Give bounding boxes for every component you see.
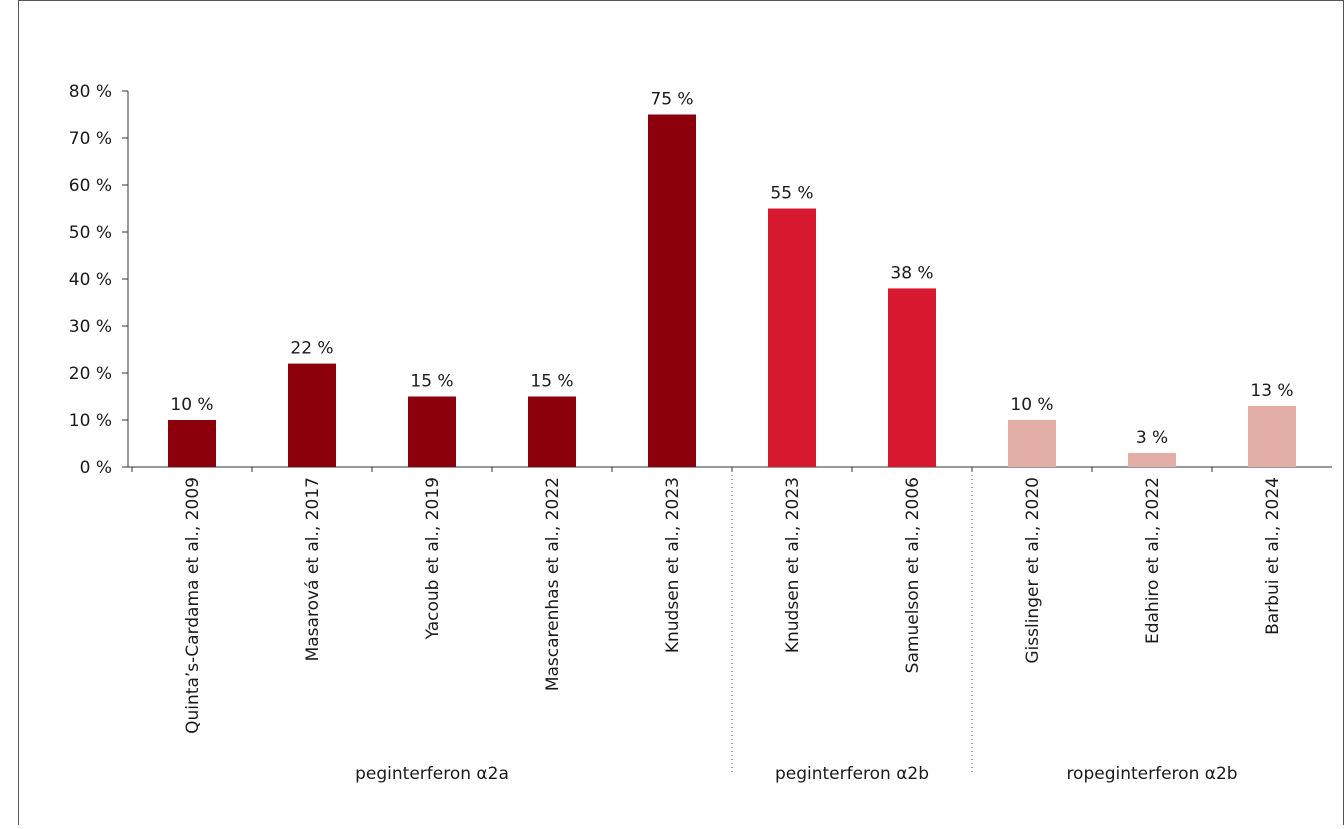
y-tick-label: 20 % [69,364,112,384]
bar [288,363,336,467]
x-tick-label: Edahiro et al., 2022 [1143,477,1163,644]
bar [648,114,696,467]
x-tick-label: Mascarenhas et al., 2022 [543,477,563,691]
y-tick-label: 40 % [69,270,112,290]
bar [528,396,576,467]
x-tick-label: Knudsen et al., 2023 [663,477,683,653]
bar [408,396,456,467]
y-tick-label: 60 % [69,176,112,196]
value-label: 75 % [650,90,693,110]
value-label: 15 % [410,372,453,392]
y-tick-label: 50 % [69,223,112,243]
x-tick-label: Samuelson et al., 2006 [903,477,923,673]
x-tick-label: Masarová et al., 2017 [303,477,323,661]
group-label: peginterferon α2a [355,764,509,784]
y-tick-label: 30 % [69,317,112,337]
bar [888,288,936,467]
value-label: 10 % [1010,395,1053,415]
bar [1248,405,1296,467]
value-label: 15 % [530,372,573,392]
group-label: peginterferon α2b [775,764,929,784]
y-tick-label: 70 % [69,129,112,149]
bar [1128,452,1176,467]
value-label: 55 % [770,184,813,204]
bar [768,208,816,467]
y-tick-label: 0 % [80,458,112,478]
value-label: 3 % [1136,428,1168,448]
x-tick-label: Yacoub et al., 2019 [423,477,443,640]
group-label: ropeginterferon α2b [1066,764,1237,784]
x-tick-label: Barbui et al., 2024 [1263,477,1283,635]
value-label: 10 % [170,395,213,415]
y-tick-label: 80 % [69,82,112,102]
value-label: 38 % [890,263,933,283]
bar [1008,420,1056,467]
value-label: 13 % [1250,381,1293,401]
x-tick-label: Knudsen et al., 2023 [783,477,803,653]
x-tick-label: Gisslinger et al., 2020 [1023,477,1043,664]
y-tick-label: 10 % [69,411,112,431]
bar [168,420,216,467]
x-tick-label: Quinta’s-Cardama et al., 2009 [183,477,203,734]
value-label: 22 % [290,339,333,359]
